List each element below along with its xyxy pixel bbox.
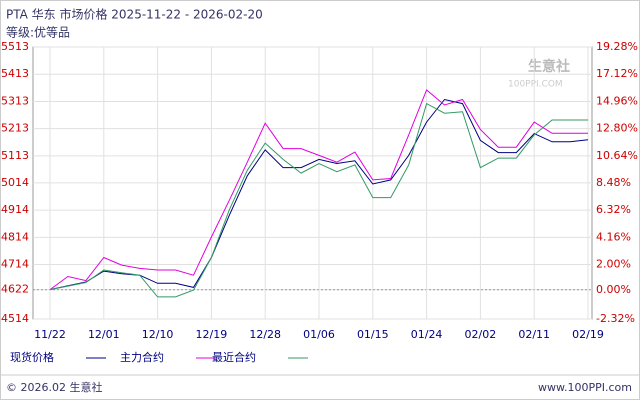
y2-tick-label: -2.32% <box>596 312 635 325</box>
y-tick-label: 5213 <box>1 122 29 135</box>
y2-tick-label: 10.64% <box>596 149 638 162</box>
y2-tick-label: 4.16% <box>596 230 631 243</box>
x-tick-label: 11/22 <box>34 328 66 341</box>
x-tick-label: 02/02 <box>465 328 497 341</box>
y-tick-label: 4714 <box>1 258 29 271</box>
x-tick-label: 02/11 <box>518 328 550 341</box>
y2-tick-label: 14.96% <box>596 94 638 107</box>
y2-tick-label: 8.48% <box>596 176 631 189</box>
legend-label: 最近合约 <box>212 350 256 364</box>
x-tick-label: 12/19 <box>196 328 228 341</box>
watermark-site: 100PPI.COM <box>508 80 563 90</box>
y-tick-label: 5313 <box>1 94 29 107</box>
footer-website: www.100PPI.com <box>538 381 632 394</box>
y2-tick-label: 6.32% <box>596 203 631 216</box>
x-tick-label: 12/28 <box>249 328 281 341</box>
y-tick-label: 4622 <box>1 283 29 296</box>
y-tick-label: 5513 <box>1 40 29 53</box>
x-tick-label: 02/19 <box>572 328 604 341</box>
y2-tick-label: 17.12% <box>596 67 638 80</box>
x-tick-label: 01/15 <box>357 328 389 341</box>
footer-copyright: © 2026.02 生意社 <box>6 380 102 394</box>
y2-tick-label: 0.00% <box>596 283 631 296</box>
y2-tick-label: 19.28% <box>596 40 638 53</box>
chart-title: PTA 华东 市场价格 2025-11-22 - 2026-02-20 <box>6 7 263 22</box>
x-tick-label: 01/24 <box>411 328 443 341</box>
x-tick-label: 12/01 <box>88 328 120 341</box>
y-tick-label: 4914 <box>1 203 29 216</box>
y-tick-label: 5413 <box>1 67 29 80</box>
watermark-brand: 生意社 <box>528 58 570 75</box>
series-line <box>49 89 588 291</box>
y-tick-label: 4814 <box>1 230 29 243</box>
series-line <box>49 102 588 298</box>
y2-tick-label: 12.80% <box>596 122 638 135</box>
chart-subtitle: 等级:优等品 <box>6 26 70 40</box>
legend-label: 主力合约 <box>120 350 164 364</box>
y-tick-label: 5113 <box>1 149 29 162</box>
y-tick-label: 5014 <box>1 176 29 189</box>
x-tick-label: 01/06 <box>303 328 335 341</box>
legend-label: 现货价格 <box>10 350 54 364</box>
x-tick-label: 12/10 <box>142 328 174 341</box>
y-tick-label: 4514 <box>1 312 29 325</box>
y2-tick-label: 2.00% <box>596 258 631 271</box>
